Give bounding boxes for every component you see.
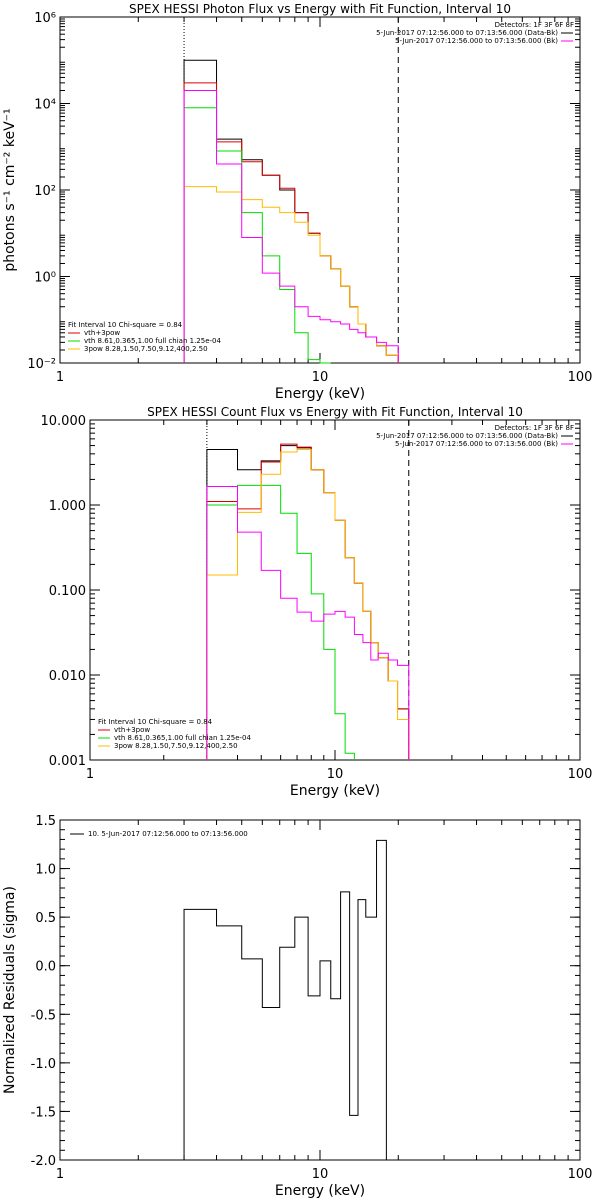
x-tick-label: 10 <box>327 767 344 782</box>
x-tick-label: 1 <box>56 370 64 385</box>
y-tick-label: 0.5 <box>35 911 56 926</box>
x-axis-label: Energy (keV) <box>275 1183 365 1199</box>
x-axis-label: Energy (keV) <box>290 783 380 799</box>
chart-title: SPEX HESSI Count Flux vs Energy with Fit… <box>147 405 523 419</box>
series-line-5 <box>183 89 399 363</box>
chart-title: SPEX HESSI Photon Flux vs Energy with Fi… <box>129 2 511 16</box>
legend-entry: Fit Interval 10 Chi-square = 0.84 <box>68 321 183 329</box>
legend-entry: 5-Jun-2017 07:12:56.000 to 07:13:56.000 … <box>376 29 558 37</box>
series-line-1 <box>183 839 387 1160</box>
y-tick-label: -0.5 <box>31 1008 56 1023</box>
y-tick-label: 10.000 <box>41 414 87 429</box>
y-tick-label: 0.010 <box>49 669 86 684</box>
legend-entry: vth 8.61,0.365,1.00 full chian 1.25e-04 <box>114 734 252 742</box>
y-tick-label: 0.0 <box>35 960 56 975</box>
y-axis-label: Normalized Residuals (sigma) <box>2 886 18 1094</box>
x-tick-label: 1 <box>56 1167 64 1182</box>
legend-entry: vth+3pow <box>114 726 150 734</box>
y-tick-label: 0.100 <box>49 584 86 599</box>
legend-entry: 5-Jun-2017 07:12:56.000 to 07:13:56.000 … <box>395 37 558 45</box>
y-tick-label: 1.000 <box>49 499 86 514</box>
legend-entry: 5-Jun-2017 07:12:56.000 to 07:13:56.000 … <box>376 432 558 440</box>
x-tick-label: 100 <box>568 1167 593 1182</box>
legend-entry: 3pow 8.28,1.50,7.50,9.12,400,2.50 <box>84 345 208 353</box>
legend-entry: Fit Interval 10 Chi-square = 0.84 <box>98 718 213 726</box>
x-tick-label: 10 <box>312 1167 329 1182</box>
y-tick-label: -1.5 <box>31 1105 56 1120</box>
x-axis-label: Energy (keV) <box>275 386 365 402</box>
y-tick-label: 1.0 <box>35 863 56 878</box>
x-tick-label: 100 <box>568 370 593 385</box>
y-tick-label: 10⁻² <box>27 357 56 372</box>
legend-header: Detectors: 1F 3F 6F 8F <box>495 424 574 432</box>
plot-frame <box>59 16 581 364</box>
legend-entry: vth 8.61,0.365,1.00 full chian 1.25e-04 <box>84 337 222 345</box>
y-tick-label: 1.5 <box>35 814 56 829</box>
y-tick-label: -2.0 <box>31 1154 56 1169</box>
chart-panel-1: SPEX HESSI Photon Flux vs Energy with Fi… <box>2 2 592 402</box>
x-tick-label: 1 <box>86 767 94 782</box>
y-axis-label: photons s⁻¹ cm⁻² keV⁻¹ <box>2 108 18 271</box>
series-line-5 <box>206 486 410 760</box>
y-tick-label: 0.001 <box>49 754 86 769</box>
legend-entry: 3pow 8.28,1.50,7.50,9.12,400,2.50 <box>114 742 238 750</box>
legend-entry: 5-Jun-2017 07:12:56.000 to 07:13:56.000 … <box>395 440 558 448</box>
y-tick-label: 10⁰ <box>34 271 56 286</box>
x-tick-label: 10 <box>312 370 329 385</box>
legend-entry: 10. 5-Jun-2017 07:12:56.000 to 07:13:56.… <box>88 830 248 838</box>
chart-panel-2: SPEX HESSI Count Flux vs Energy with Fit… <box>41 405 593 799</box>
x-tick-label: 100 <box>568 767 593 782</box>
series-line-3 <box>206 484 355 760</box>
y-tick-label: 10⁶ <box>34 11 56 26</box>
y-tick-label: 10⁴ <box>34 98 56 113</box>
legend-entry: vth+3pow <box>84 329 120 337</box>
y-tick-label: -1.0 <box>31 1057 56 1072</box>
series-line-4 <box>206 448 410 760</box>
chart-panel-3: 1 10 100 Energy (keV) -2.0 -1.5 -1.0 -0.5 0.0 0.5… <box>2 814 592 1199</box>
legend-header: Detectors: 1F 3F 6F 8F <box>495 21 574 29</box>
y-tick-label: 10² <box>34 184 56 199</box>
